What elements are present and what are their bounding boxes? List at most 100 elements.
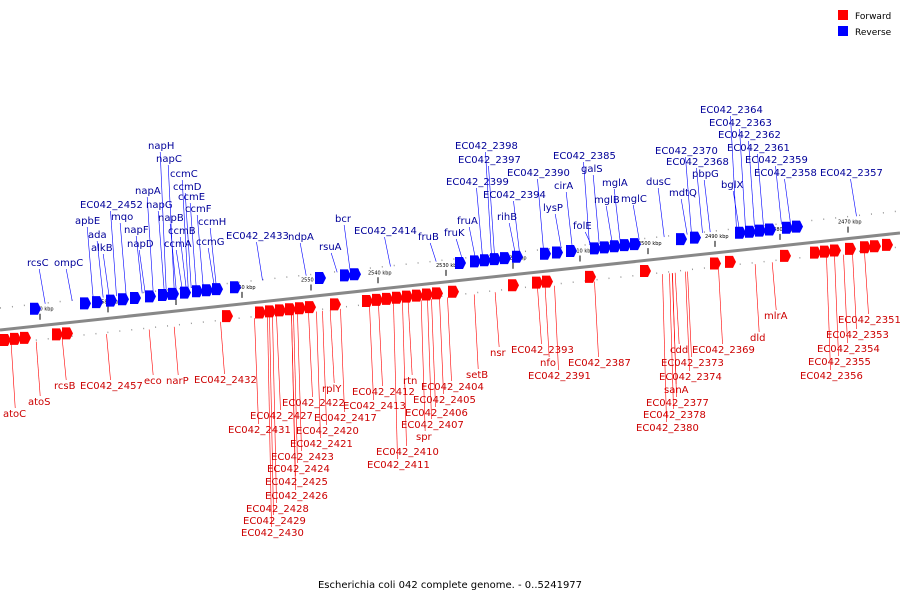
reverse-gene-label[interactable]: cirA: [554, 181, 573, 192]
forward-gene-label[interactable]: EC042_2356: [800, 371, 863, 382]
forward-gene-label[interactable]: EC042_2380: [636, 423, 699, 434]
reverse-gene-label[interactable]: napC: [156, 154, 182, 165]
forward-gene-label[interactable]: EC042_2351: [838, 315, 900, 326]
forward-gene-arrow[interactable]: [725, 255, 736, 268]
reverse-gene-label[interactable]: EC042_2399: [446, 177, 509, 188]
forward-gene-arrow[interactable]: [710, 257, 721, 270]
reverse-gene-label[interactable]: dusC: [646, 177, 671, 188]
reverse-gene-label[interactable]: galS: [581, 164, 603, 175]
reverse-gene-arrow[interactable]: [470, 255, 481, 268]
reverse-gene-arrow[interactable]: [690, 231, 701, 244]
reverse-gene-label[interactable]: rcsC: [27, 258, 49, 269]
forward-gene-label[interactable]: EC042_2423: [271, 452, 334, 463]
forward-gene-arrow[interactable]: [330, 298, 341, 311]
reverse-gene-arrow[interactable]: [600, 241, 611, 254]
forward-gene-arrow[interactable]: [362, 294, 373, 307]
forward-gene-arrow[interactable]: [305, 301, 316, 314]
forward-gene-arrow[interactable]: [0, 334, 11, 346]
reverse-gene-label[interactable]: lysP: [543, 203, 563, 214]
forward-gene-arrow[interactable]: [20, 331, 31, 344]
reverse-gene-label[interactable]: ccmA: [164, 239, 192, 250]
reverse-gene-label[interactable]: EC042_2397: [458, 155, 521, 166]
reverse-gene-label[interactable]: fruB: [418, 232, 439, 243]
forward-gene-label[interactable]: EC042_2354: [817, 344, 880, 355]
reverse-gene-label[interactable]: napA: [135, 186, 161, 197]
reverse-gene-label[interactable]: EC042_2398: [455, 141, 518, 152]
reverse-gene-arrow[interactable]: [106, 294, 117, 307]
reverse-gene-label[interactable]: EC042_2385: [553, 151, 616, 162]
forward-gene-arrow[interactable]: [508, 279, 519, 292]
reverse-gene-arrow[interactable]: [540, 247, 551, 260]
forward-gene-label[interactable]: EC042_2378: [643, 410, 706, 421]
forward-gene-arrow[interactable]: [255, 306, 266, 319]
reverse-gene-arrow[interactable]: [552, 246, 563, 259]
forward-gene-label[interactable]: setB: [466, 370, 488, 381]
forward-gene-label[interactable]: EC042_2432: [194, 375, 257, 386]
forward-gene-label[interactable]: EC042_2353: [826, 330, 889, 341]
forward-gene-arrow[interactable]: [62, 327, 73, 340]
reverse-gene-label[interactable]: mglB: [594, 195, 620, 206]
reverse-gene-label[interactable]: mdtQ: [669, 188, 697, 199]
forward-gene-label[interactable]: EC042_2377: [646, 398, 709, 409]
reverse-gene-arrow[interactable]: [490, 253, 501, 266]
forward-gene-label[interactable]: dld: [750, 333, 765, 344]
reverse-gene-label[interactable]: EC042_2433: [226, 231, 289, 242]
forward-gene-arrow[interactable]: [392, 291, 403, 304]
reverse-gene-arrow[interactable]: [735, 226, 746, 239]
forward-gene-label[interactable]: EC042_2391: [528, 371, 591, 382]
reverse-gene-arrow[interactable]: [350, 268, 361, 281]
reverse-gene-label[interactable]: napF: [124, 225, 149, 236]
forward-gene-arrow[interactable]: [845, 242, 856, 255]
forward-gene-arrow[interactable]: [448, 285, 459, 298]
reverse-gene-arrow[interactable]: [212, 283, 223, 296]
reverse-gene-label[interactable]: EC042_2358: [754, 168, 817, 179]
forward-gene-arrow[interactable]: [585, 270, 596, 283]
forward-gene-label[interactable]: EC042_2422: [282, 398, 345, 409]
reverse-gene-label[interactable]: ccmC: [170, 169, 198, 180]
reverse-gene-label[interactable]: mglA: [602, 178, 628, 189]
reverse-gene-label[interactable]: pbpG: [692, 169, 719, 180]
forward-gene-label[interactable]: EC042_2431: [228, 425, 291, 436]
reverse-gene-arrow[interactable]: [130, 291, 141, 304]
reverse-gene-label[interactable]: napB: [158, 213, 184, 224]
forward-gene-arrow[interactable]: [422, 288, 433, 301]
reverse-gene-label[interactable]: EC042_2414: [354, 226, 417, 237]
forward-gene-label[interactable]: EC042_2413: [343, 401, 406, 412]
reverse-gene-label[interactable]: fruK: [444, 228, 465, 239]
forward-gene-label[interactable]: narP: [166, 376, 189, 387]
reverse-gene-arrow[interactable]: [158, 288, 169, 301]
forward-gene-arrow[interactable]: [870, 240, 881, 253]
forward-gene-label[interactable]: EC042_2427: [250, 411, 313, 422]
forward-gene-label[interactable]: EC042_2421: [290, 439, 353, 450]
forward-gene-label[interactable]: EC042_2411: [367, 460, 430, 471]
reverse-gene-arrow[interactable]: [782, 221, 793, 234]
reverse-gene-label[interactable]: EC042_2364: [700, 105, 763, 116]
reverse-gene-label[interactable]: EC042_2368: [666, 157, 729, 168]
forward-gene-arrow[interactable]: [10, 332, 21, 345]
forward-gene-arrow[interactable]: [222, 310, 233, 323]
reverse-gene-arrow[interactable]: [192, 285, 203, 298]
forward-gene-label[interactable]: EC042_2420: [296, 426, 359, 437]
reverse-gene-label[interactable]: fruA: [457, 216, 478, 227]
forward-gene-label[interactable]: EC042_2428: [246, 504, 309, 515]
reverse-gene-arrow[interactable]: [765, 223, 776, 236]
forward-gene-arrow[interactable]: [412, 289, 423, 302]
forward-gene-label[interactable]: rcsB: [54, 381, 76, 392]
forward-gene-label[interactable]: rplY: [322, 384, 342, 395]
forward-gene-arrow[interactable]: [402, 290, 413, 303]
reverse-gene-arrow[interactable]: [80, 297, 91, 310]
forward-gene-arrow[interactable]: [295, 302, 306, 315]
forward-gene-label[interactable]: mlrA: [764, 311, 788, 322]
reverse-gene-label[interactable]: bglX: [721, 180, 743, 191]
forward-gene-arrow[interactable]: [432, 287, 443, 300]
reverse-gene-arrow[interactable]: [610, 240, 621, 253]
reverse-gene-label[interactable]: EC042_2390: [507, 168, 570, 179]
reverse-gene-label[interactable]: napD: [127, 239, 154, 250]
reverse-gene-label[interactable]: ccmD: [173, 182, 202, 193]
forward-gene-label[interactable]: EC042_2429: [243, 516, 306, 527]
reverse-gene-arrow[interactable]: [512, 250, 523, 263]
forward-gene-label[interactable]: EC042_2417: [314, 413, 377, 424]
forward-gene-arrow[interactable]: [265, 305, 276, 318]
reverse-gene-label[interactable]: ompC: [54, 258, 83, 269]
reverse-gene-arrow[interactable]: [630, 238, 641, 251]
